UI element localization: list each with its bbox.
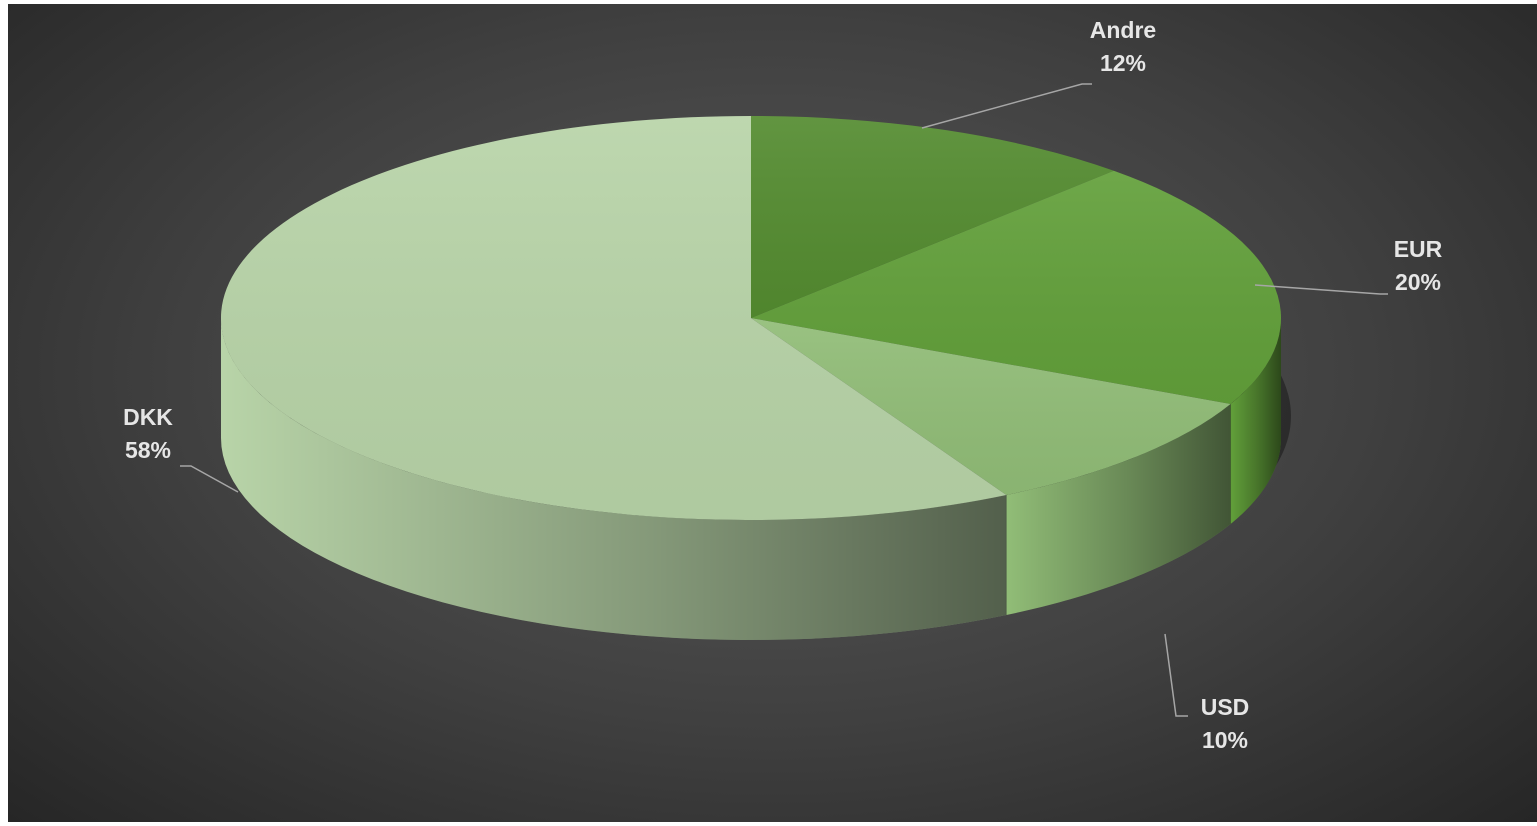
- slice-usd: [751, 318, 1231, 496]
- leader-line-dkk: [180, 465, 239, 493]
- slice-dkk: [220, 115, 1007, 520]
- data-label-dkk-value: 58%: [124, 437, 172, 463]
- data-label-andre-value: 12%: [1099, 50, 1147, 76]
- leader-line-usd: [1164, 633, 1188, 717]
- slice-side-usd: [1006, 404, 1231, 616]
- leader-line-andre: [921, 83, 1092, 129]
- data-label-eur-category: EUR: [1393, 236, 1443, 262]
- data-label-andre: Andre 12%: [1068, 14, 1178, 80]
- slice-side-dkk: [221, 318, 1007, 640]
- data-label-andre-category: Andre: [1089, 17, 1157, 43]
- data-label-usd-value: 10%: [1201, 727, 1249, 753]
- slice-andre: [751, 116, 1114, 318]
- leader-line-eur: [1254, 284, 1388, 295]
- chart-area: Andre 12% EUR 20% USD 10% DKK 58%: [8, 4, 1537, 822]
- data-label-dkk: DKK 58%: [108, 401, 188, 467]
- data-label-usd-category: USD: [1200, 694, 1250, 720]
- pie-chart: [180, 83, 1388, 717]
- data-label-dkk-category: DKK: [123, 404, 173, 430]
- slice-eur: [751, 170, 1282, 405]
- data-label-eur-value: 20%: [1394, 269, 1442, 295]
- data-label-usd: USD 10%: [1185, 691, 1265, 757]
- slice-side-eur: [1230, 318, 1281, 525]
- data-label-eur: EUR 20%: [1378, 233, 1458, 299]
